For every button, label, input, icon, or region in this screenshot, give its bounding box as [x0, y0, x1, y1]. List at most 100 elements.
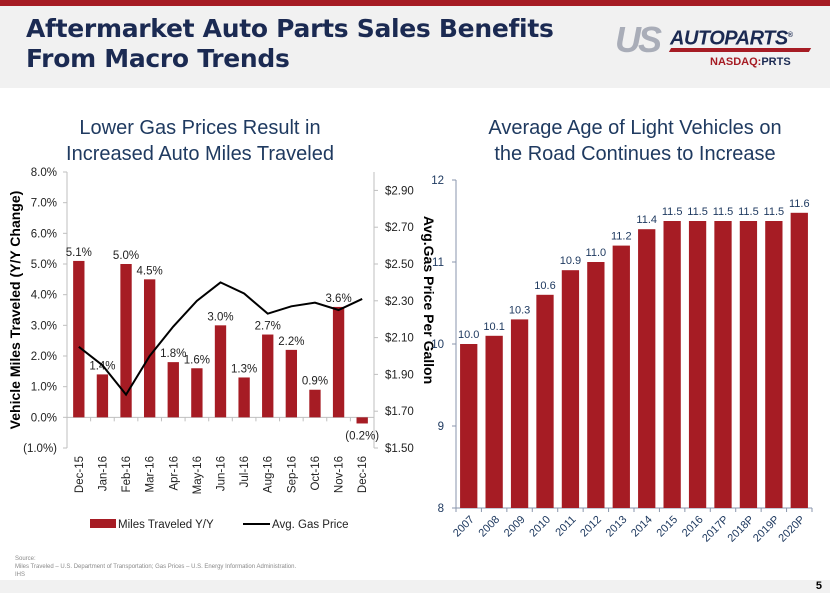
slide-title-line1: Aftermarket Auto Parts Sales Benefits — [26, 14, 554, 43]
x-category-label: 2017P — [700, 514, 731, 545]
left-chart-title-line2: Increased Auto Miles Traveled — [66, 143, 334, 165]
y2-tick-label: $1.70 — [385, 406, 414, 418]
bar-data-label: 10.0 — [458, 329, 479, 341]
bar-data-label: 4.5% — [137, 265, 163, 277]
y2-tick-label: $1.50 — [385, 443, 414, 455]
bar-data-label: 11.5 — [687, 206, 708, 218]
x-category-label: Feb-16 — [121, 456, 133, 492]
bar-data-label: 1.6% — [184, 354, 210, 366]
right-chart-title-line2: the Road Continues to Increase — [494, 143, 776, 165]
y-tick-label: 5.0% — [31, 259, 57, 271]
y-tick-label: 4.0% — [31, 290, 57, 302]
slide-footer — [0, 580, 830, 593]
bar-miles-traveled — [167, 362, 179, 418]
bar-vehicle-age — [714, 221, 732, 508]
bar-data-label: 11.0 — [586, 247, 607, 259]
x-category-label: 2018P — [726, 514, 757, 545]
bar-data-label: 1.3% — [231, 363, 257, 375]
bar-data-label: 5.1% — [66, 247, 92, 259]
x-category-label: May-16 — [192, 456, 204, 494]
x-category-label: Oct-16 — [310, 456, 322, 491]
x-category-label: 2007 — [451, 514, 477, 540]
bar-data-label: 10.1 — [483, 321, 504, 333]
bar-data-label: 0.9% — [302, 376, 328, 388]
bar-data-label: 11.5 — [713, 206, 734, 218]
x-category-label: Nov-16 — [334, 456, 346, 493]
source-note: Source: Miles Traveled – U.S. Department… — [15, 555, 296, 579]
bar-vehicle-age — [688, 221, 707, 508]
bar-vehicle-age — [587, 262, 605, 508]
left-chart-title-line1: Lower Gas Prices Result in — [79, 117, 321, 139]
y-tick-label: 3.0% — [31, 320, 57, 332]
x-category-label: Jan-16 — [97, 456, 109, 491]
bar-data-label: 11.6 — [789, 198, 810, 210]
bar-data-label: 10.9 — [560, 255, 581, 267]
bar-miles-traveled — [96, 374, 109, 418]
bar-miles-traveled — [238, 377, 250, 418]
logo-swoosh — [668, 48, 812, 52]
source-line2: IHS — [15, 572, 26, 578]
bar-miles-traveled — [285, 349, 298, 418]
legend-swatch-miles — [90, 519, 116, 528]
bar-vehicle-age — [510, 319, 529, 508]
company-logo: US AUTOPARTS® NASDAQ:PRTS — [615, 22, 820, 72]
bar-data-label: (0.2%) — [345, 430, 379, 442]
y-tick-label: 12 — [431, 175, 444, 187]
bar-miles-traveled — [309, 389, 321, 418]
y2-tick-label: $2.10 — [385, 333, 414, 345]
bar-miles-traveled — [120, 264, 132, 418]
bar-data-label: 11.4 — [636, 214, 657, 226]
x-category-label: Aug-16 — [263, 456, 275, 493]
bar-vehicle-age — [561, 270, 580, 508]
y-tick-label: 8.0% — [31, 167, 57, 179]
bar-miles-traveled — [356, 417, 368, 424]
y-tick-label: 7.0% — [31, 198, 57, 210]
bar-data-label: 5.0% — [113, 250, 139, 262]
logo-autoparts-text: AUTOPARTS® — [670, 26, 793, 49]
bar-data-label: 2.2% — [278, 336, 304, 348]
y-tick-label: 2.0% — [31, 351, 57, 363]
y2-tick-label: $2.70 — [385, 222, 414, 234]
bar-vehicle-age — [765, 221, 783, 508]
bar-data-label: 10.3 — [509, 304, 530, 316]
source-label: Source: — [15, 556, 36, 562]
x-category-label: 2009 — [502, 514, 528, 540]
legend-label-miles: Miles Traveled Y/Y — [118, 519, 214, 531]
bar-vehicle-age — [612, 245, 630, 508]
vehicle-age-chart: 8 9 10 11 12 10.0 10.1 10.3 10.6 10.9 11.0 11.2 11.4… — [431, 175, 813, 545]
slide-title-line2: From Macro Trends — [26, 44, 290, 73]
bar-data-label: 11.2 — [611, 231, 632, 243]
y2-tick-label: $2.90 — [385, 185, 414, 197]
y2-tick-label: $2.30 — [385, 296, 414, 308]
x-category-label: 2015 — [654, 514, 680, 540]
bar-data-label: 10.6 — [534, 280, 555, 292]
exchange-name: NASDAQ: — [710, 56, 762, 68]
bar-data-label: 11.5 — [738, 206, 759, 218]
bar-miles-traveled — [143, 279, 156, 418]
bar-vehicle-age — [790, 212, 808, 509]
bar-data-label: 11.5 — [764, 206, 785, 218]
y-tick-label: (1.0%) — [23, 443, 57, 455]
bar-data-label: 11.5 — [662, 206, 683, 218]
legend-label-gas: Avg. Gas Price — [272, 519, 349, 531]
y-tick-label: 8 — [438, 503, 444, 515]
right-chart-title-line1: Average Age of Light Vehicles on — [488, 117, 782, 139]
y-axis-title: Vehicle Miles Traveled (Y/Y Change) — [7, 191, 23, 430]
bar-vehicle-age — [460, 344, 478, 508]
y2-tick-label: $1.90 — [385, 369, 414, 381]
x-category-label: Apr-16 — [168, 456, 180, 491]
logo-registered-mark: ® — [787, 32, 793, 39]
x-category-label: Jun-16 — [216, 456, 228, 491]
bar-vehicle-age — [485, 335, 503, 508]
x-category-label: 2014 — [629, 514, 655, 540]
logo-us-text: US — [615, 19, 662, 60]
bar-miles-traveled — [332, 306, 345, 418]
right-chart-title: Average Age of Light Vehicles on the Roa… — [440, 115, 830, 167]
x-category-label: 2020P — [776, 514, 807, 545]
x-category-label: 2011 — [553, 514, 578, 539]
miles-gas-chart: (1.0%) 0.0% 1.0% 2.0% 3.0% 4.0% 5.0% 6.0% 7.0% 8.… — [7, 167, 437, 531]
bar-miles-traveled — [73, 260, 85, 418]
source-line1: Miles Traveled – U.S. Department of Tran… — [15, 564, 297, 570]
bar-data-label: 3.0% — [207, 311, 233, 323]
x-category-label: 2008 — [476, 514, 502, 540]
